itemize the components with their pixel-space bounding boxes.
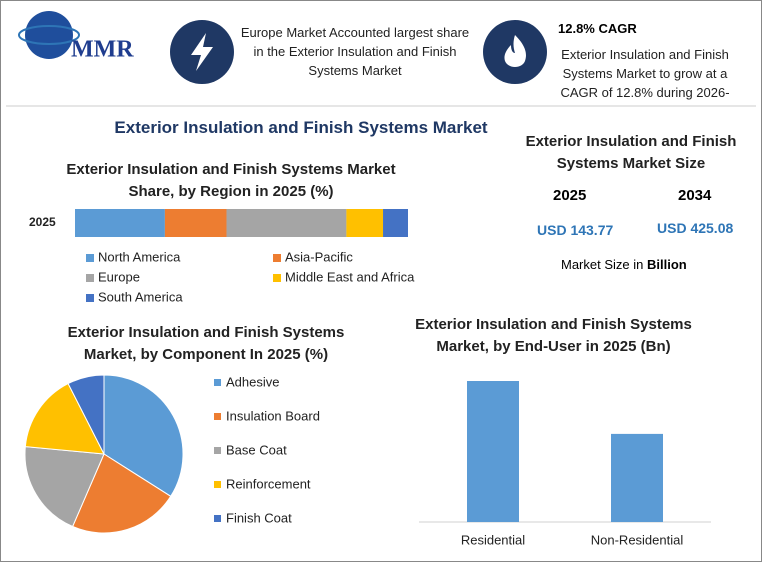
logo-globe	[25, 11, 73, 59]
legend-swatch	[273, 254, 281, 262]
x-tick-label: Non-Residential	[591, 532, 684, 547]
legend-swatch	[86, 274, 94, 282]
pie-slice	[24, 446, 105, 528]
legend-label: Europe	[98, 269, 140, 284]
pie-slice	[24, 382, 105, 455]
bar	[467, 381, 519, 522]
size-note: Market Size in Billion	[561, 257, 687, 272]
legend-label: Middle East and Africa	[285, 269, 415, 284]
bar-segment	[164, 209, 227, 237]
legend-swatch	[214, 481, 221, 488]
size-value: USD 143.77	[537, 222, 614, 238]
legend-label: Adhesive	[226, 374, 279, 389]
legend-swatch	[214, 379, 221, 386]
legend-swatch	[214, 515, 221, 522]
legend-label: Asia-Pacific	[285, 249, 353, 264]
size-value: USD 425.08	[657, 220, 734, 236]
bar-segment	[383, 209, 408, 237]
legend-label: South America	[98, 289, 183, 304]
chart-title: Exterior Insulation and Finish Systems M…	[66, 161, 396, 200]
legend-label: Insulation Board	[226, 408, 320, 423]
x-tick-label: Residential	[461, 532, 525, 547]
note-unit: Billion	[647, 257, 687, 272]
note-text: Market Size in	[561, 257, 644, 272]
pie-slice	[67, 374, 105, 455]
y-tick-label: 2025	[29, 215, 56, 229]
legend-label: Finish Coat	[226, 510, 292, 525]
logo-ring	[18, 25, 80, 45]
size-title: Exterior Insulation and Finish Systems M…	[525, 133, 737, 172]
info-text: Europe Market Accounted largest share in…	[240, 25, 470, 78]
pie-slice	[71, 453, 172, 534]
bar	[611, 433, 663, 522]
legend-label: Reinforcement	[226, 476, 311, 491]
legend-label: North America	[98, 249, 181, 264]
cagr-title: 12.8% CAGR	[558, 21, 637, 36]
chart-title: Exterior Insulation and Finish Systems M…	[67, 324, 345, 363]
bar-segment	[75, 209, 165, 237]
legend-swatch	[86, 294, 94, 302]
chart-title: Exterior Insulation and Finish Systems M…	[415, 316, 692, 355]
size-year: 2034	[678, 187, 712, 204]
legend-swatch	[214, 413, 221, 420]
bar-segment	[346, 209, 384, 237]
flame-icon	[504, 35, 526, 67]
legend-label: Base Coat	[226, 442, 287, 457]
bolt-icon	[191, 33, 213, 71]
size-year: 2025	[553, 187, 587, 204]
legend-swatch	[214, 447, 221, 454]
main-title: Exterior Insulation and Finish Systems M…	[114, 118, 488, 137]
legend-swatch	[273, 274, 281, 282]
logo-text: MMR	[71, 37, 134, 63]
bar-segment	[226, 209, 347, 237]
legend-swatch	[86, 254, 94, 262]
info-text: Exterior Insulation and Finish Systems M…	[560, 47, 730, 100]
